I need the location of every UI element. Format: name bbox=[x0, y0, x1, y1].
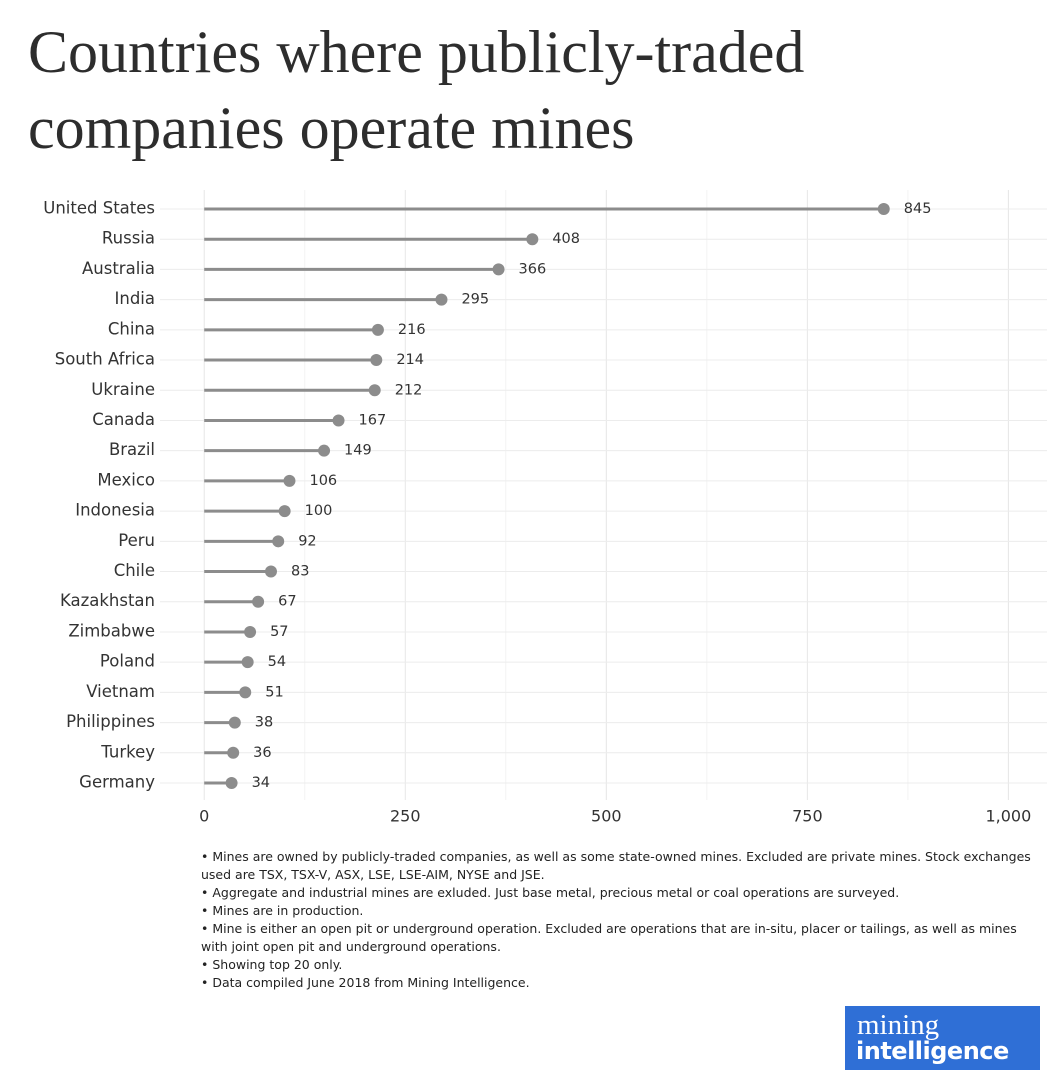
dot bbox=[227, 746, 240, 759]
x-tick-label: 1,000 bbox=[985, 807, 1031, 826]
y-tick-label: United States bbox=[43, 199, 155, 218]
y-tick-label: Turkey bbox=[100, 742, 155, 761]
y-tick-label: Vietnam bbox=[86, 682, 155, 701]
y-tick-label: Kazakhstan bbox=[60, 591, 155, 610]
note: Showing top 20 only. bbox=[201, 956, 1046, 974]
dot bbox=[526, 233, 539, 246]
dot bbox=[241, 656, 254, 669]
logo-text: intelligence bbox=[856, 1037, 1009, 1065]
dot bbox=[252, 595, 265, 608]
y-tick-label: Philippines bbox=[66, 712, 155, 731]
y-tick-label: Mexico bbox=[97, 470, 155, 489]
dot bbox=[272, 535, 285, 548]
value-label: 36 bbox=[253, 745, 271, 761]
value-label: 366 bbox=[519, 261, 547, 277]
dot bbox=[435, 293, 448, 306]
logo: mining intelligence bbox=[845, 1006, 1040, 1070]
value-label: 212 bbox=[395, 382, 423, 398]
y-tick-label: South Africa bbox=[55, 350, 155, 369]
note: Mines are owned by publicly-traded compa… bbox=[201, 848, 1046, 884]
value-label: 54 bbox=[268, 654, 286, 670]
dot bbox=[318, 444, 331, 457]
dot bbox=[278, 505, 291, 518]
x-tick-label: 750 bbox=[792, 807, 823, 826]
value-label: 149 bbox=[344, 443, 372, 459]
value-label: 51 bbox=[265, 684, 283, 700]
value-label: 408 bbox=[552, 231, 580, 247]
value-label: 295 bbox=[461, 292, 489, 308]
value-label: 83 bbox=[291, 564, 309, 580]
y-tick-label: Indonesia bbox=[75, 501, 155, 520]
value-label: 216 bbox=[398, 322, 426, 338]
value-label: 57 bbox=[270, 624, 288, 640]
y-tick-label: Chile bbox=[114, 561, 155, 580]
dot bbox=[332, 414, 345, 427]
dot bbox=[244, 625, 257, 638]
y-tick-label: Canada bbox=[92, 410, 155, 429]
x-tick-label: 0 bbox=[199, 807, 209, 826]
dot bbox=[877, 203, 890, 215]
value-label: 106 bbox=[309, 473, 337, 489]
dot bbox=[264, 565, 277, 578]
value-label: 100 bbox=[305, 503, 333, 519]
y-tick-label: Peru bbox=[118, 531, 155, 550]
dot bbox=[370, 354, 383, 367]
y-tick-label: Australia bbox=[82, 259, 155, 278]
note: Mines are in production. bbox=[201, 902, 1046, 920]
note: Data compiled June 2018 from Mining Inte… bbox=[201, 974, 1046, 992]
y-tick-label: Germany bbox=[79, 773, 155, 792]
chart-title: Countries where publicly-traded companie… bbox=[28, 19, 805, 161]
value-label: 38 bbox=[255, 715, 273, 731]
y-tick-label: India bbox=[115, 289, 156, 308]
note: Mine is either an open pit or undergroun… bbox=[201, 920, 1046, 956]
dot bbox=[283, 474, 296, 487]
value-label: 845 bbox=[904, 201, 932, 217]
value-label: 34 bbox=[252, 775, 270, 791]
dot bbox=[371, 323, 384, 336]
value-label: 67 bbox=[278, 594, 296, 610]
dot bbox=[228, 716, 241, 729]
value-label: 214 bbox=[396, 352, 424, 368]
x-tick-label: 500 bbox=[591, 807, 622, 826]
dot bbox=[368, 384, 381, 397]
y-tick-label: Ukraine bbox=[91, 380, 155, 399]
y-tick-label: Poland bbox=[100, 652, 155, 671]
logo-text: mining bbox=[857, 1009, 940, 1041]
dot bbox=[225, 777, 238, 789]
dot bbox=[239, 686, 252, 699]
value-label: 92 bbox=[298, 533, 316, 549]
y-tick-label: Brazil bbox=[109, 440, 155, 459]
value-label: 167 bbox=[359, 412, 387, 428]
x-tick-label: 250 bbox=[390, 807, 421, 826]
y-tick-label: Zimbabwe bbox=[68, 621, 155, 640]
y-tick-label: China bbox=[108, 319, 155, 338]
note: Aggregate and industrial mines are exlud… bbox=[201, 884, 1046, 902]
y-tick-label: Russia bbox=[102, 229, 155, 248]
dot bbox=[492, 263, 505, 276]
chart: 0 250 500 750 1,000 United States 845 Russia 408… bbox=[43, 190, 1047, 826]
notes: Mines are owned by publicly-traded compa… bbox=[201, 848, 1046, 992]
